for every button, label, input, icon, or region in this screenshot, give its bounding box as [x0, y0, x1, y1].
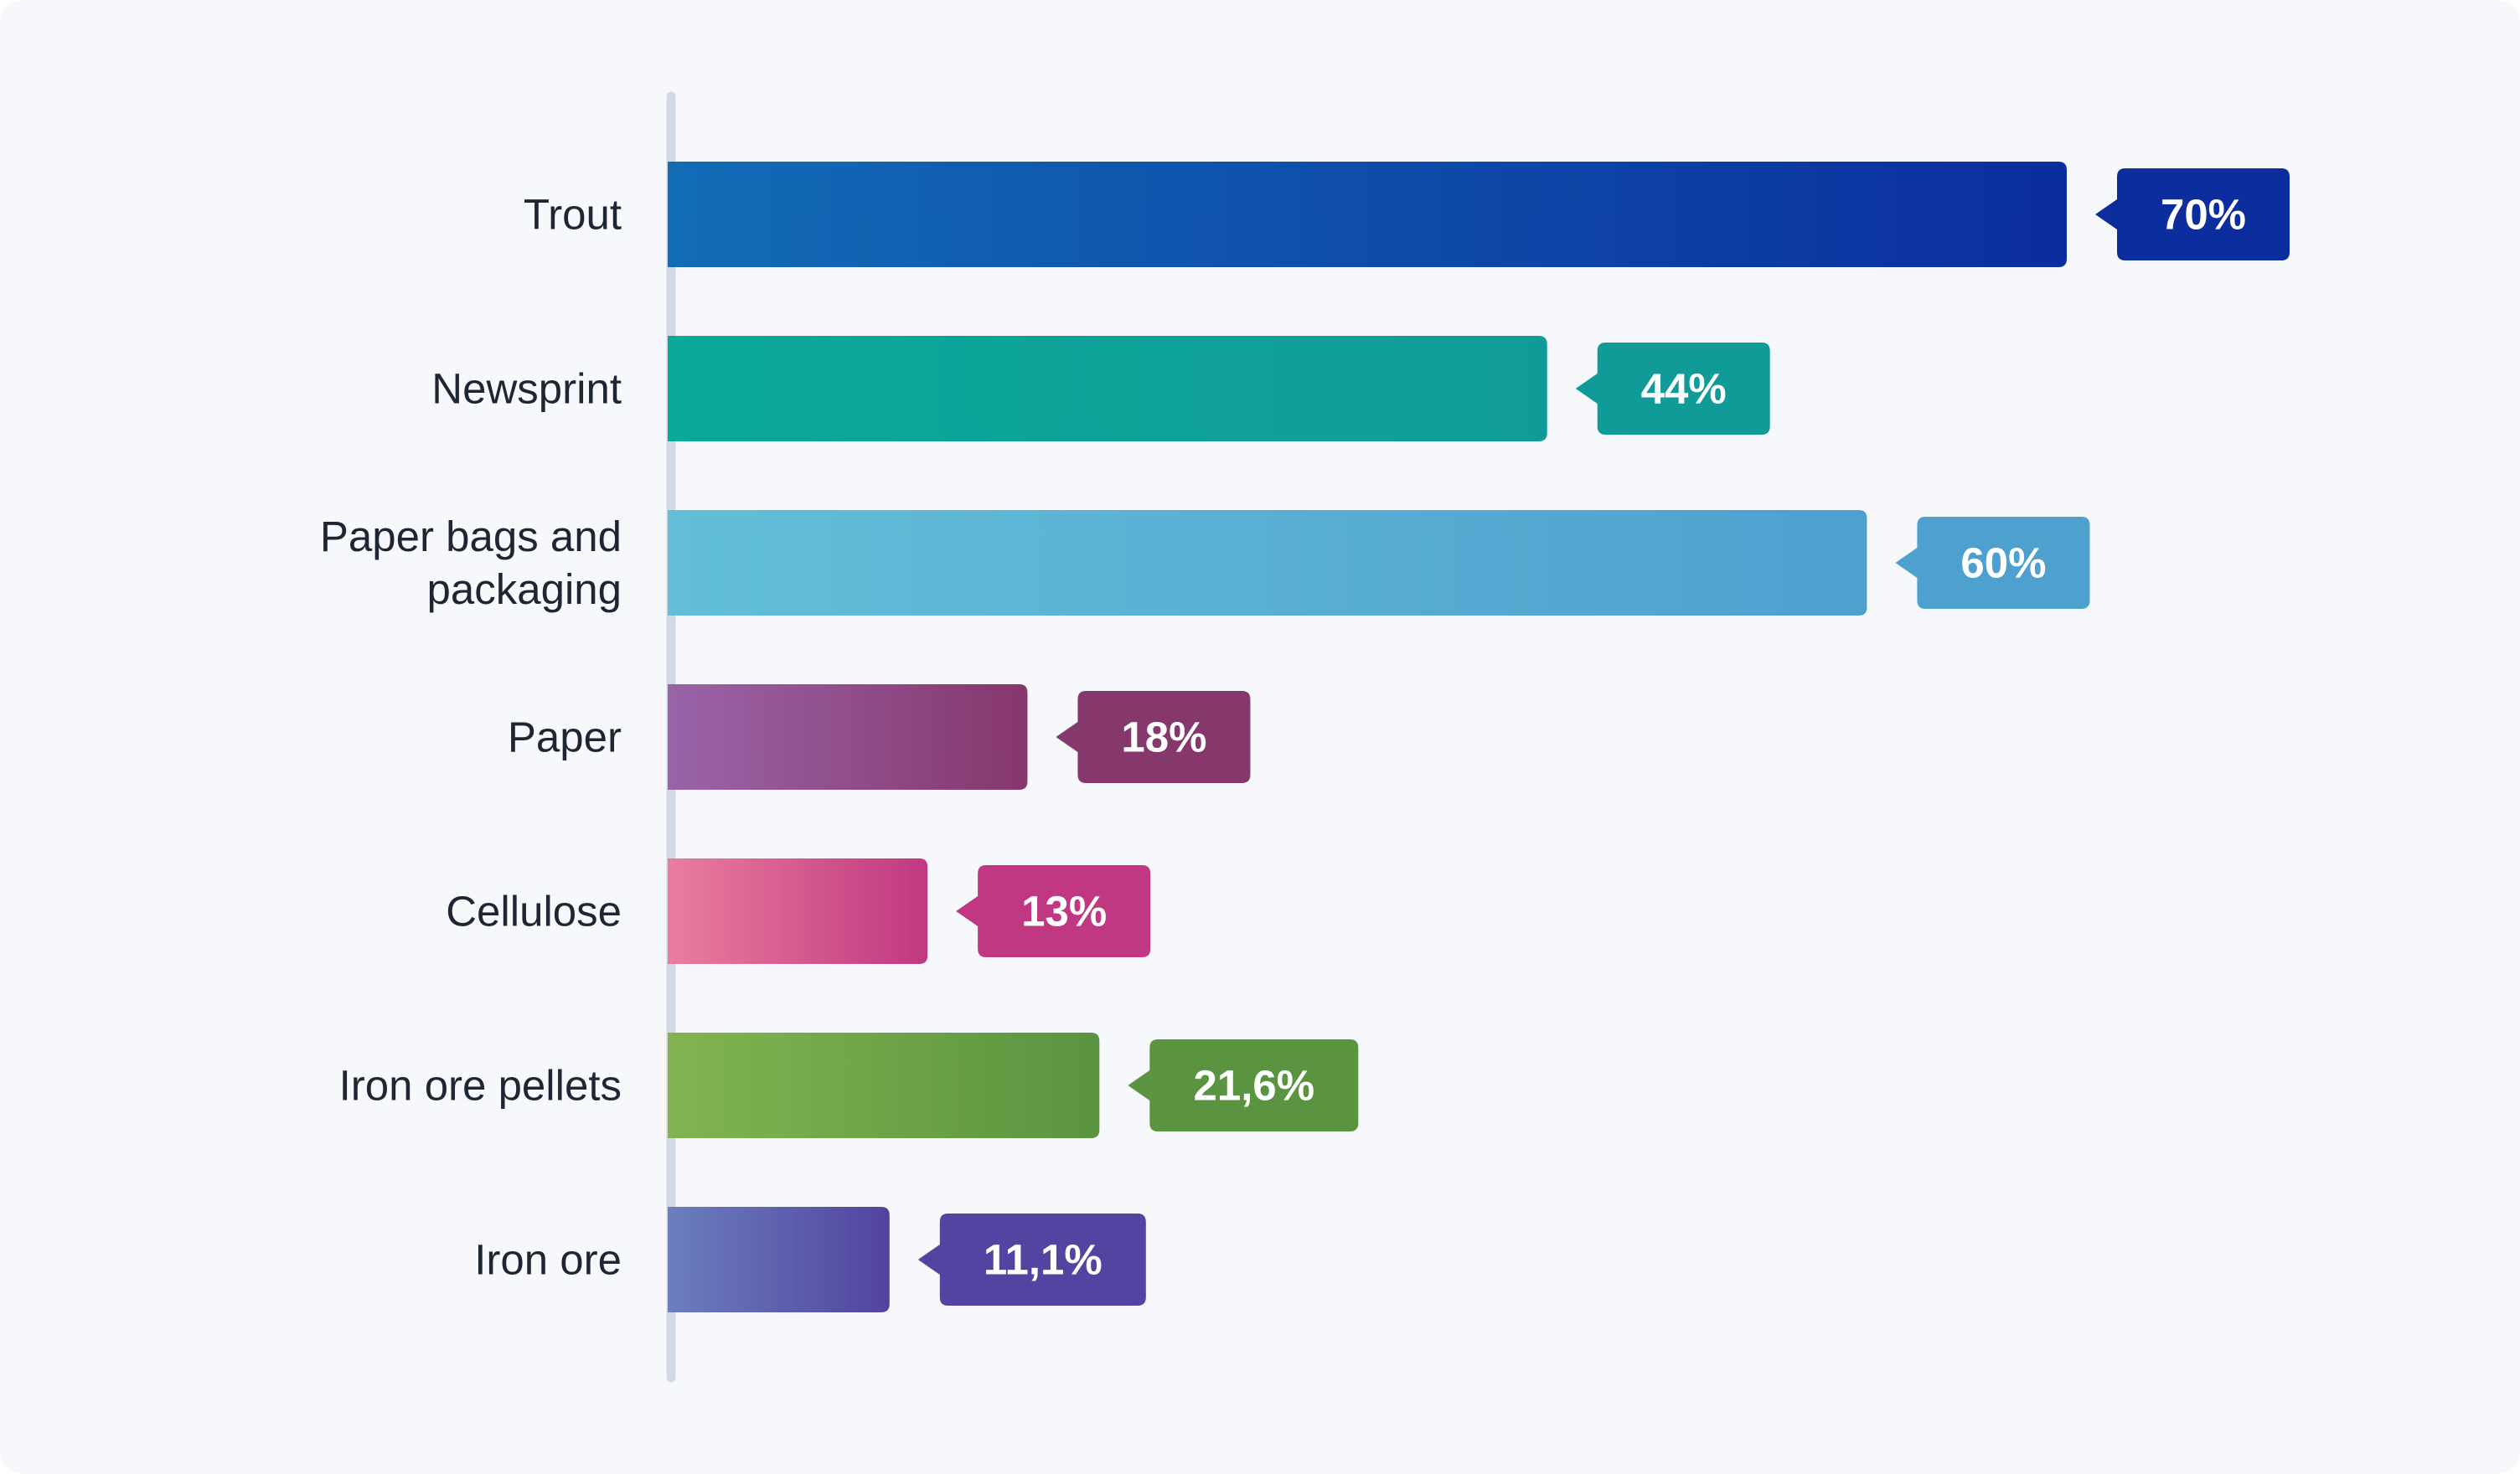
value-label-6: 11,1%: [984, 1236, 1102, 1284]
value-label-1: 44%: [1641, 365, 1727, 413]
category-label-4: Cellulose: [446, 888, 622, 935]
bar-2: [668, 510, 1867, 616]
value-badge-3: [1056, 691, 1251, 783]
category-label-1: Newsprint: [431, 365, 622, 413]
value-badge-2: [1895, 517, 2090, 609]
value-badge-5: [1128, 1039, 1359, 1131]
value-badge-1: [1575, 343, 1770, 435]
value-label-3: 18%: [1121, 714, 1206, 761]
value-badge-0: [2095, 168, 2290, 260]
bar-4: [668, 858, 928, 964]
category-label-2-line-0: Paper bags and: [320, 513, 622, 560]
value-label-5: 21,6%: [1194, 1062, 1315, 1110]
category-label-5: Iron ore pellets: [339, 1062, 622, 1110]
category-label-6: Iron ore: [474, 1236, 622, 1284]
bar-5: [668, 1033, 1100, 1138]
value-label-0: 70%: [2161, 191, 2246, 239]
bar-6: [668, 1207, 890, 1312]
bar-3: [668, 684, 1028, 790]
category-label-0: Trout: [524, 191, 622, 239]
bar-1: [668, 336, 1547, 441]
value-badge-6: [917, 1214, 1146, 1306]
category-label-2-line-1: packaging: [426, 565, 622, 613]
bar-0: [668, 162, 2067, 267]
category-label-3: Paper: [508, 714, 622, 761]
bars-layer: 70% Trout 44% Newsprint 60% Paper bags and pac…: [320, 162, 2290, 1312]
value-label-4: 13%: [1021, 888, 1107, 935]
value-label-2: 60%: [1960, 539, 2046, 587]
value-badge-4: [956, 865, 1151, 957]
